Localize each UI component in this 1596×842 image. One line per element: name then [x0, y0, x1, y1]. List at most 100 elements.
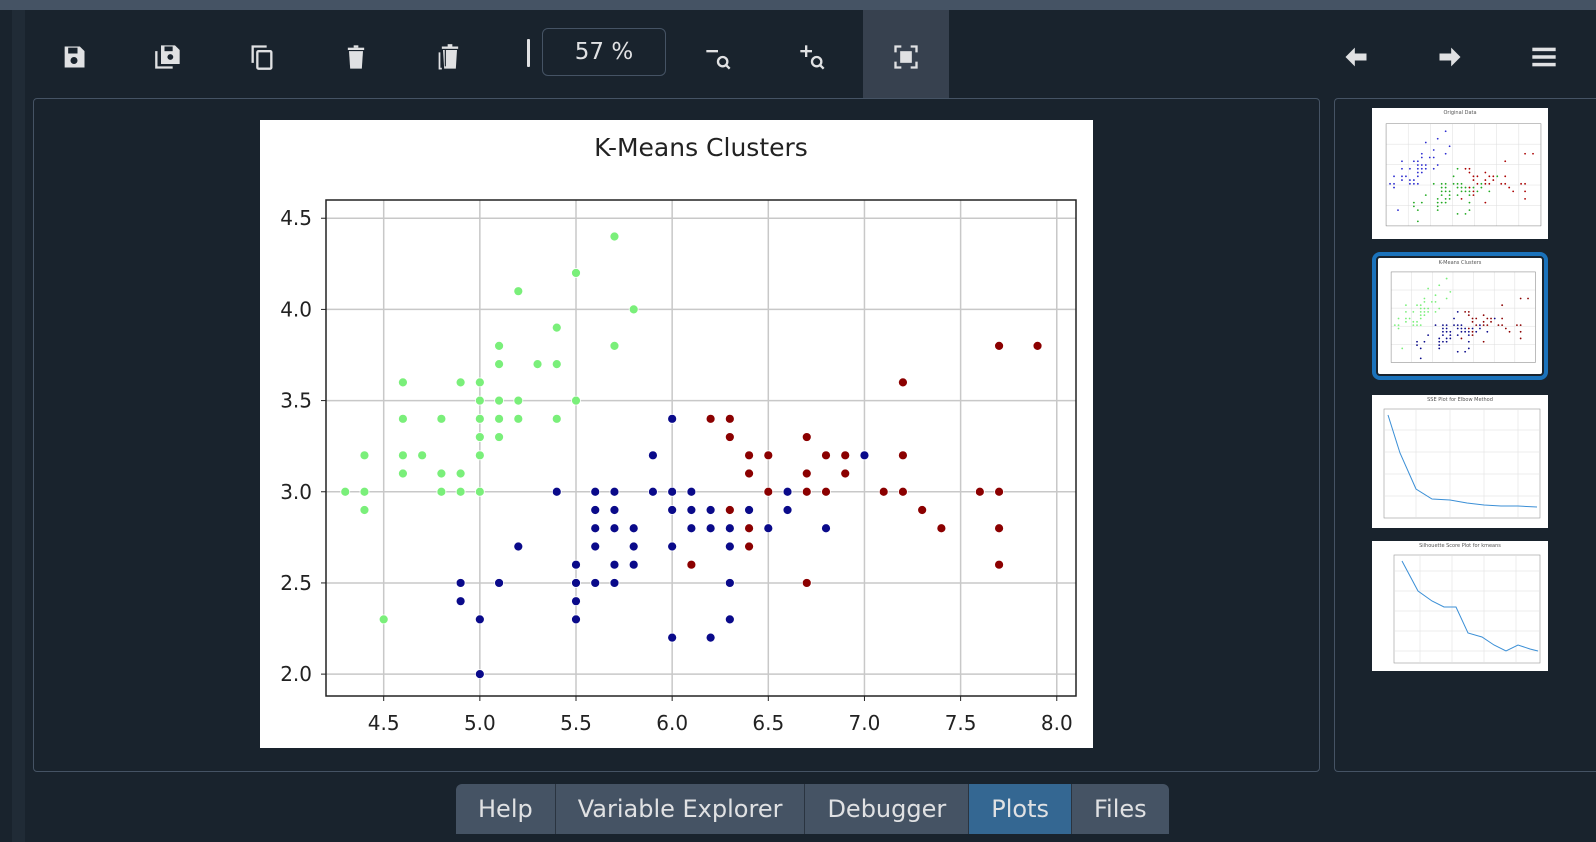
data-point: [628, 304, 639, 315]
zoom-level-field[interactable]: 57 %: [542, 28, 666, 76]
thumb-point: [1416, 175, 1419, 178]
thumb-point: [1500, 182, 1503, 185]
tab-plots[interactable]: Plots: [969, 784, 1072, 834]
thumb-point: [1464, 350, 1467, 353]
data-point: [398, 468, 408, 479]
thumb-point: [1393, 324, 1396, 327]
data-point: [398, 377, 408, 388]
thumb-point: [1519, 337, 1522, 340]
x-tick-label: 4.5: [368, 711, 400, 735]
thumb-point: [1416, 182, 1419, 185]
tab-debugger[interactable]: Debugger: [805, 784, 970, 834]
data-point: [378, 614, 389, 625]
menu-icon: [1532, 47, 1556, 67]
thumb-point: [1512, 190, 1515, 193]
thumb-point: [1423, 310, 1426, 313]
save-button[interactable]: [56, 39, 92, 75]
thumb-point: [1419, 307, 1422, 310]
fit-plot-button[interactable]: [888, 39, 924, 75]
options-menu-button[interactable]: [1526, 39, 1562, 75]
thumb-point: [1423, 300, 1426, 303]
thumb-point: [1445, 324, 1448, 327]
thumb-point: [1442, 327, 1444, 330]
thumbnail-silhouette-plot[interactable]: Silhouette Score Plot for kmeans: [1372, 541, 1548, 671]
copy-button[interactable]: [244, 39, 280, 75]
thumb-point: [1496, 175, 1499, 178]
thumb-point: [1464, 186, 1467, 189]
thumb-point: [1504, 182, 1507, 185]
thumb-point: [1453, 324, 1455, 327]
thumb-point: [1438, 340, 1441, 343]
data-point: [474, 377, 485, 388]
thumb-point: [1419, 357, 1422, 360]
thumb-point: [1423, 340, 1426, 343]
thumbnail-title: SSE Plot for Elbow Method: [1427, 397, 1493, 403]
data-point: [724, 523, 735, 534]
thumb-point: [1486, 330, 1489, 333]
thumb-point: [1405, 317, 1407, 320]
thumb-point: [1405, 175, 1407, 178]
thumbnail-kmeans-clusters[interactable]: K-Means Clusters: [1372, 252, 1548, 380]
thumb-point: [1445, 337, 1448, 340]
thumb-point: [1467, 314, 1470, 317]
data-point: [801, 432, 812, 442]
data-point: [686, 559, 697, 570]
zoom-in-button[interactable]: [794, 39, 830, 75]
delete-button[interactable]: [338, 39, 374, 75]
data-point: [609, 559, 620, 570]
data-point: [340, 486, 351, 497]
thumb-point: [1448, 145, 1451, 148]
thumb-point: [1442, 340, 1444, 343]
thumb-point: [1420, 164, 1423, 166]
thumb-point: [1472, 179, 1475, 181]
thumb-point: [1456, 324, 1459, 327]
zoom-out-button[interactable]: [700, 39, 736, 75]
data-point: [994, 340, 1004, 351]
data-point: [532, 359, 543, 370]
data-point: [609, 505, 620, 515]
tab-variable-explorer[interactable]: Variable Explorer: [555, 784, 806, 834]
thumb-point: [1423, 297, 1426, 300]
thumb-point: [1460, 324, 1463, 327]
thumbnail-sse-plot[interactable]: SSE Plot for Elbow Method: [1372, 395, 1548, 528]
delete-icon: [347, 45, 365, 69]
data-point: [494, 340, 504, 351]
thumb-point: [1464, 190, 1467, 193]
data-point: [782, 505, 793, 515]
data-point: [571, 614, 581, 625]
thumb-point: [1468, 201, 1471, 204]
data-point: [898, 450, 908, 461]
previous-plot-button[interactable]: [1338, 39, 1374, 75]
thumb-point: [1524, 197, 1526, 200]
next-plot-button[interactable]: [1432, 39, 1468, 75]
kmeans-scatter-chart: 4.5 5.0 5.5 6.0 6.5 7.0 7.5 8.0 2.0 2.5 3.0 3.5 4.0 4…: [280, 133, 1077, 735]
data-point: [724, 541, 735, 552]
thumbnail-original-data[interactable]: Original Data: [1372, 108, 1548, 239]
thumb-point: [1444, 201, 1447, 204]
thumb-point: [1416, 340, 1418, 343]
data-point: [917, 505, 928, 515]
thumb-point: [1456, 167, 1459, 170]
save-all-button[interactable]: [150, 39, 186, 75]
data-point: [474, 486, 485, 497]
delete-all-button[interactable]: [432, 39, 468, 75]
y-tick-label: 4.5: [280, 206, 312, 230]
data-point: [551, 413, 562, 424]
tab-files[interactable]: Files: [1072, 784, 1169, 834]
left-splitter[interactable]: [12, 10, 25, 842]
thumb-point: [1444, 197, 1447, 200]
thumb-point: [1456, 212, 1459, 215]
thumb-point: [1467, 327, 1470, 330]
data-point: [667, 486, 678, 497]
data-point: [513, 413, 524, 424]
thumb-point: [1424, 194, 1427, 196]
thumb-point: [1442, 334, 1444, 337]
data-point: [628, 559, 639, 570]
data-point: [455, 486, 466, 497]
tab-help[interactable]: Help: [456, 784, 556, 834]
y-tick-label: 2.0: [280, 662, 312, 686]
thumb-point: [1427, 307, 1430, 310]
thumb-point: [1467, 347, 1470, 350]
data-point: [609, 523, 620, 534]
data-point: [724, 432, 735, 442]
